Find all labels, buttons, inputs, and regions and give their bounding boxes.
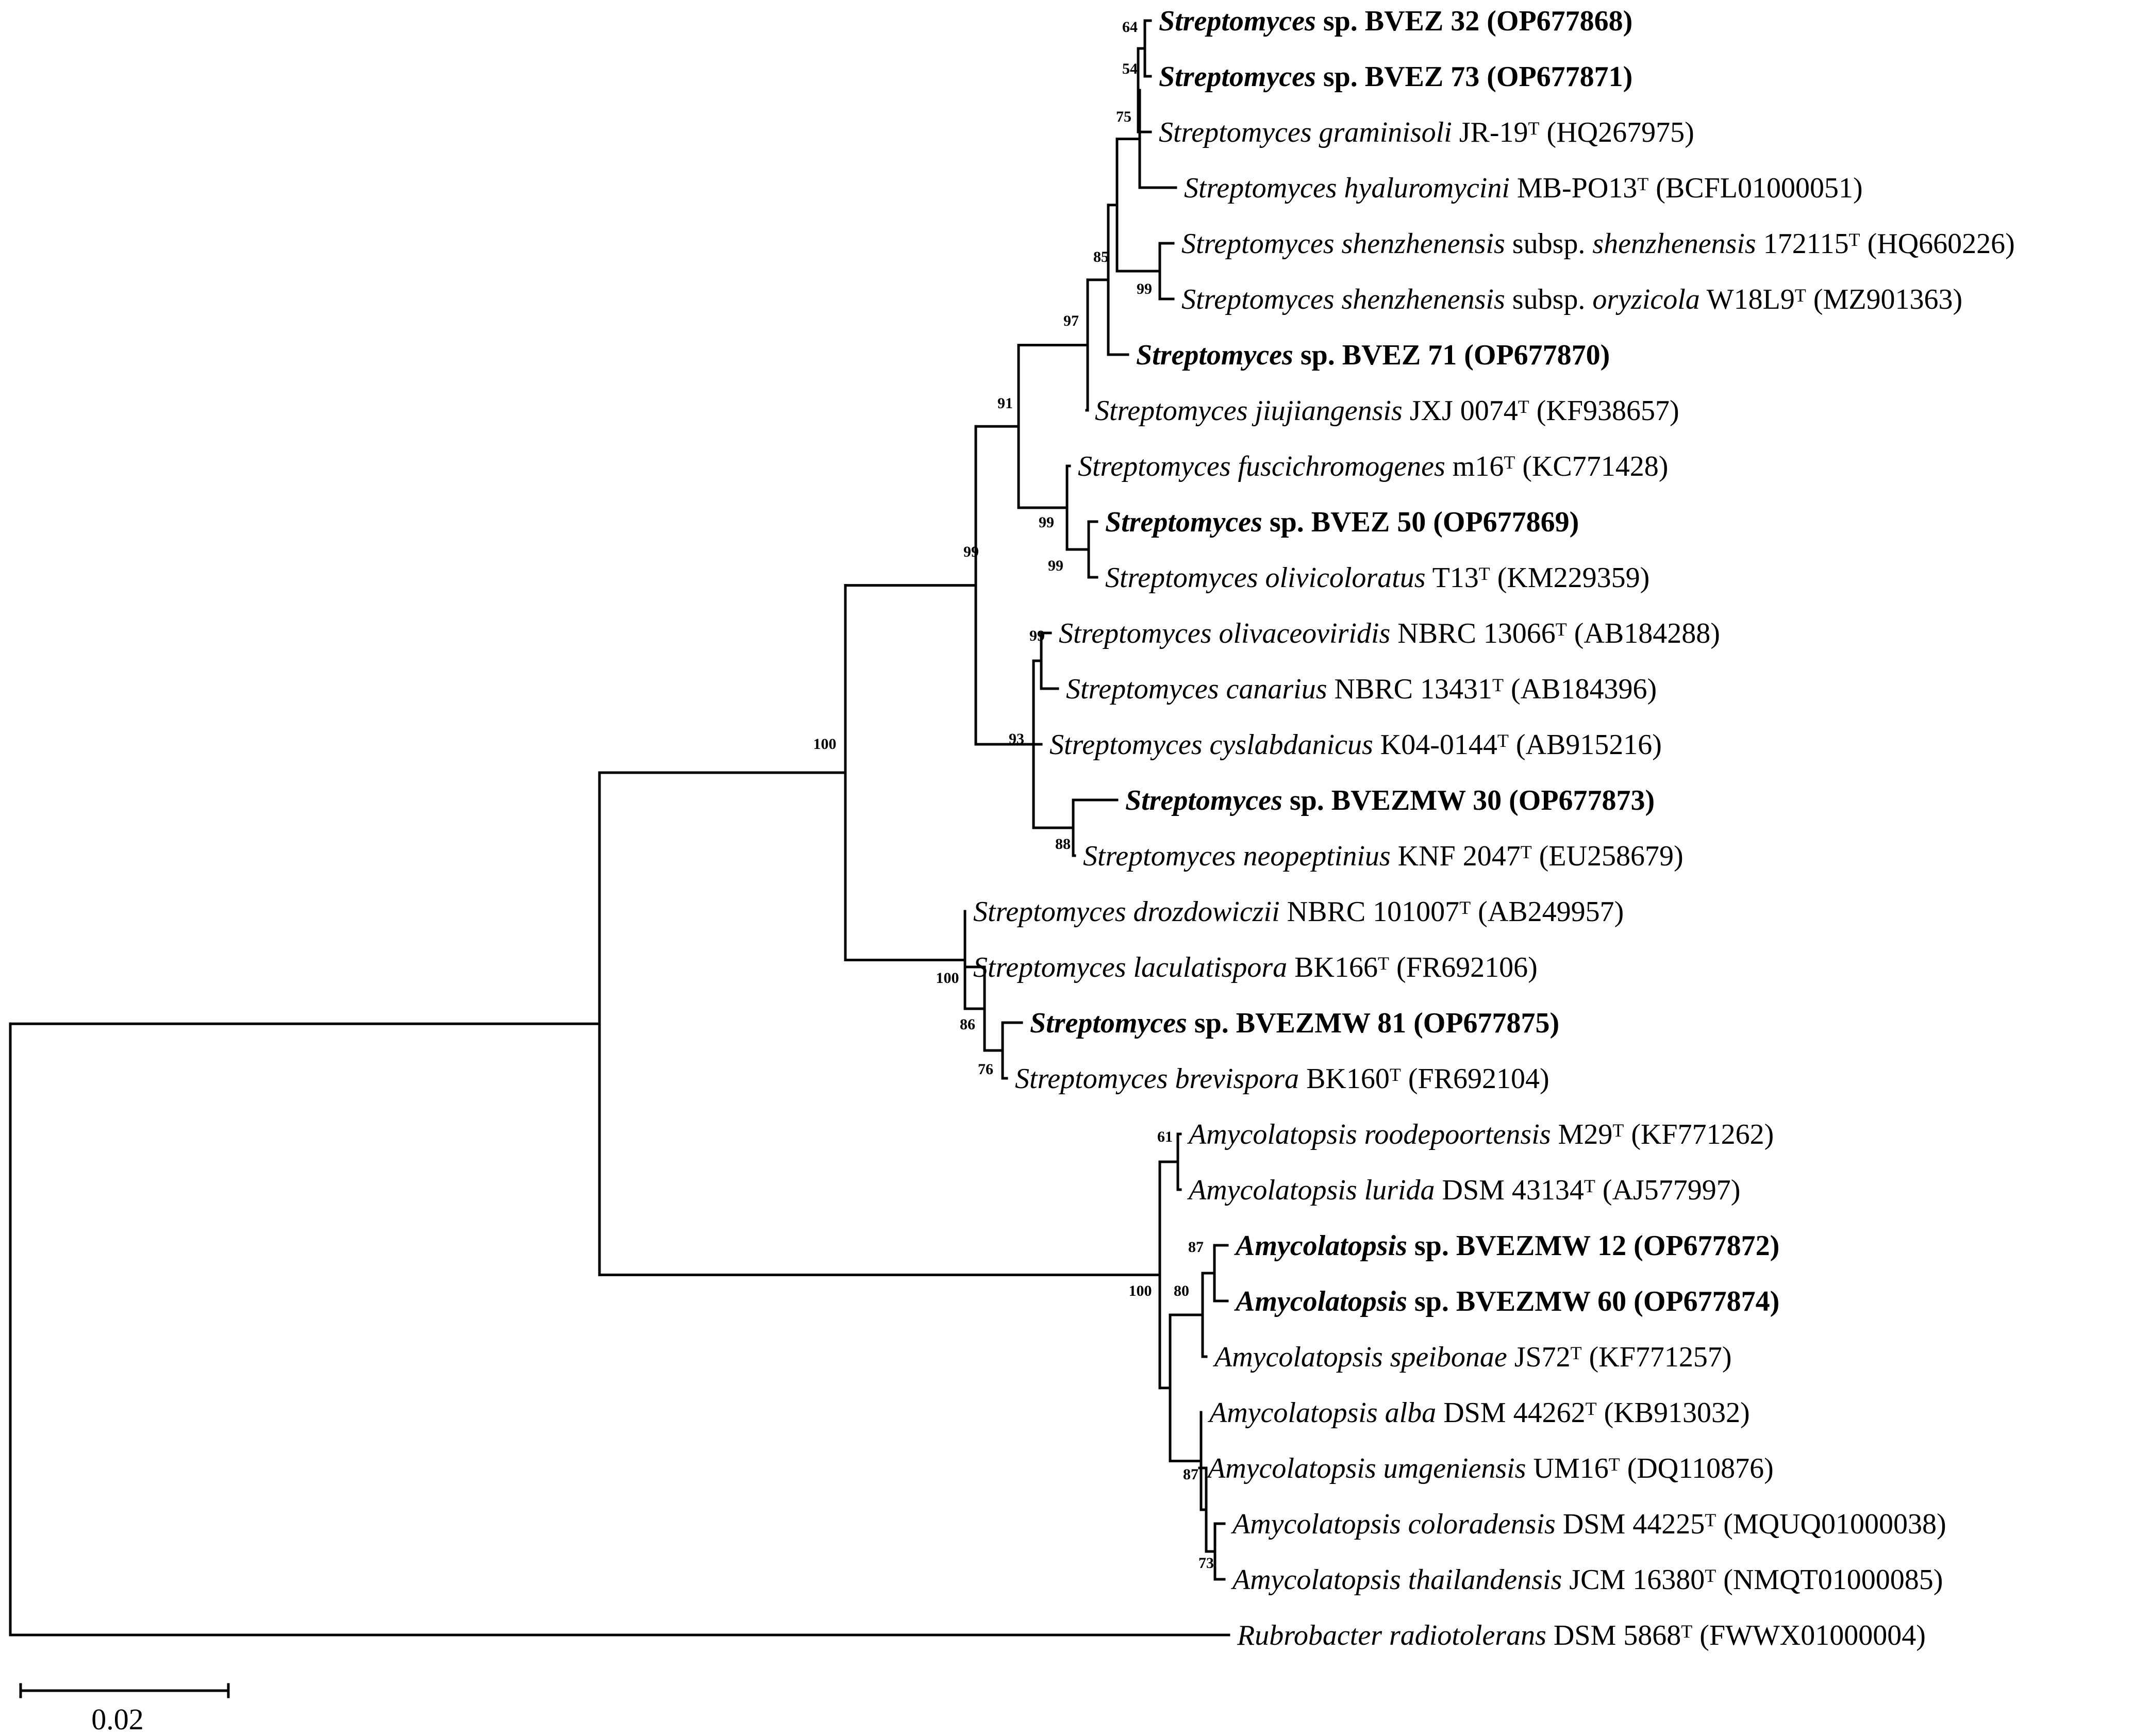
taxon-label-t27: Amycolatopsis umgeniensis UM16T (DQ11087…	[1206, 1453, 1774, 1484]
taxon-label-t7: Streptomyces sp. BVEZ 71 (OP677870)	[1136, 339, 1610, 371]
scale-bar: 0.02	[19, 1683, 230, 1736]
taxon-label-t22: Amycolatopsis lurida DSM 43134T (AJ57799…	[1187, 1174, 1740, 1206]
support-value-n18: 61	[1157, 1128, 1173, 1145]
support-value-n12: 93	[1009, 730, 1024, 747]
taxon-label-t14: Streptomyces cyslabdanicus K04-0144T (AB…	[1049, 729, 1662, 761]
support-value-n4: 85	[1093, 248, 1109, 265]
taxon-label-t4: Streptomyces hyaluromycini MB-PO13T (BCF…	[1184, 172, 1863, 204]
taxon-label-t10: Streptomyces sp. BVEZ 50 (OP677869)	[1105, 506, 1579, 538]
taxon-label-t19: Streptomyces sp. BVEZMW 81 (OP677875)	[1030, 1007, 1559, 1039]
support-value-n8: 99	[1039, 514, 1054, 531]
support-value-n15: 100	[936, 970, 959, 987]
support-value-n21: 100	[1129, 1282, 1152, 1299]
taxon-label-t6: Streptomyces shenzhenensis subsp. oryzic…	[1181, 283, 1962, 315]
taxon-label-t20: Streptomyces brevispora BK160T (FR692104…	[1015, 1063, 1549, 1095]
taxon-label-t5: Streptomyces shenzhenensis subsp. shenzh…	[1181, 228, 2015, 260]
support-value-n22: 87	[1183, 1466, 1198, 1483]
taxon-label-t28: Amycolatopsis coloradensis DSM 44225T (M…	[1230, 1508, 1946, 1540]
support-value-n20: 80	[1174, 1282, 1189, 1299]
support-value-n14: 100	[813, 736, 837, 753]
taxon-label-t30: Rubrobacter radiotolerans DSM 5868T (FWW…	[1237, 1620, 1926, 1651]
support-value-n11: 99	[1029, 627, 1045, 644]
support-value-n2: 54	[1122, 60, 1138, 77]
taxon-label-t29: Amycolatopsis thailandensis JCM 16380T (…	[1230, 1564, 1943, 1596]
taxon-label-t13: Streptomyces canarius NBRC 13431T (AB184…	[1066, 673, 1657, 705]
taxon-label-t11: Streptomyces olivicoloratus T13T (KM2293…	[1105, 562, 1649, 594]
taxon-label-t2: Streptomyces sp. BVEZ 73 (OP677871)	[1159, 61, 1632, 93]
support-value-n6: 97	[1063, 312, 1079, 329]
taxon-label-t18: Streptomyces laculatispora BK166T (FR692…	[973, 952, 1538, 983]
support-value-n1: 64	[1122, 19, 1138, 36]
taxon-label-t21: Amycolatopsis roodepoortensis M29T (KF77…	[1187, 1119, 1774, 1150]
taxon-label-t8: Streptomyces jiujiangensis JXJ 0074T (KF…	[1095, 395, 1679, 427]
support-value-n10: 99	[963, 543, 979, 560]
support-value-n16: 86	[960, 1016, 975, 1033]
taxon-label-t9: Streptomyces fuscichromogenes m16T (KC77…	[1078, 450, 1668, 482]
support-value-n17: 76	[978, 1061, 993, 1078]
taxon-label-t26: Amycolatopsis alba DSM 44262T (KB913032)	[1207, 1397, 1750, 1429]
taxon-labels: Streptomyces sp. BVEZ 32 (OP677868) Strep…	[973, 5, 2015, 1651]
support-values: 64 54 75 85 99 97 91 99 99 99 99 93 88 100 100 86 76 61 87…	[813, 19, 1214, 1572]
support-value-n5: 99	[1137, 280, 1152, 297]
taxon-label-t3: Streptomyces graminisoli JR-19T (HQ26797…	[1159, 116, 1694, 148]
taxon-label-t16: Streptomyces neopeptinius KNF 2047T (EU2…	[1083, 840, 1684, 872]
taxon-label-t24: Amycolatopsis sp. BVEZMW 60 (OP677874)	[1234, 1286, 1779, 1317]
taxon-label-t23: Amycolatopsis sp. BVEZMW 12 (OP677872)	[1234, 1230, 1779, 1262]
support-value-n13: 88	[1055, 836, 1071, 853]
taxon-label-t12: Streptomyces olivaceoviridis NBRC 13066T…	[1059, 617, 1720, 649]
support-value-n9: 99	[1048, 557, 1063, 574]
support-value-n3: 75	[1116, 108, 1131, 125]
support-value-n19: 87	[1188, 1239, 1204, 1256]
scale-bar-label: 0.02	[91, 1702, 144, 1736]
taxon-label-t17: Streptomyces drozdowiczii NBRC 101007T (…	[973, 896, 1624, 928]
taxon-label-t1: Streptomyces sp. BVEZ 32 (OP677868)	[1159, 5, 1632, 37]
support-value-n7: 91	[997, 395, 1013, 412]
tree-branches	[9, 19, 1230, 1637]
support-value-n23: 73	[1198, 1555, 1214, 1572]
taxon-label-t15: Streptomyces sp. BVEZMW 30 (OP677873)	[1125, 784, 1655, 816]
taxon-label-t25: Amycolatopsis speibonae JS72T (KF771257)	[1212, 1341, 1732, 1373]
